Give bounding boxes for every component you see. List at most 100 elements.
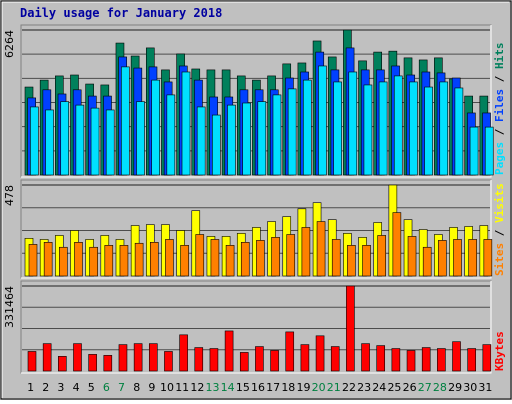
bar [361, 343, 370, 372]
bar [421, 347, 431, 372]
bar [301, 227, 311, 277]
bar [393, 75, 403, 176]
bar [181, 71, 191, 176]
bar [482, 344, 492, 372]
bar [376, 345, 386, 372]
legend-entry: Hits [493, 43, 506, 70]
bar [45, 109, 54, 176]
bar [75, 104, 85, 176]
bar [316, 221, 326, 277]
x-tick-label: 16 [251, 381, 265, 394]
bar [272, 94, 282, 176]
bar [346, 285, 355, 372]
bar [225, 245, 235, 277]
bar [377, 235, 387, 277]
x-tick-label: 26 [403, 381, 417, 394]
bar [28, 244, 38, 277]
bar [148, 343, 158, 372]
x-tick-label: 24 [372, 381, 386, 394]
bar [424, 86, 433, 176]
bar [422, 246, 432, 277]
bar [73, 343, 82, 372]
x-tick-label: 21 [327, 381, 341, 394]
bar [469, 126, 479, 176]
x-tick-label: 4 [73, 381, 80, 394]
x-tick-label: 8 [133, 381, 140, 394]
legend: Sites / Visits [493, 183, 506, 276]
bar [438, 240, 447, 277]
bar [318, 65, 327, 176]
x-tick-label: 5 [88, 381, 95, 394]
legend-entry: Sites [493, 243, 506, 276]
x-tick-label: 20 [312, 381, 326, 394]
bar [333, 81, 342, 176]
bar [179, 334, 188, 372]
bar [121, 66, 130, 176]
bar [468, 239, 477, 277]
x-tick-label: 27 [418, 381, 432, 394]
bar [239, 352, 249, 372]
bar [224, 330, 234, 372]
frame-light [1, 1, 509, 398]
bar [133, 343, 143, 372]
x-tick-label: 1 [27, 381, 34, 394]
x-tick-label: 6 [103, 381, 110, 394]
x-tick-label: 30 [463, 381, 477, 394]
x-tick-label: 14 [221, 381, 235, 394]
bar [437, 348, 446, 372]
x-tick-label: 3 [57, 381, 64, 394]
bar [362, 245, 371, 277]
bar [195, 234, 205, 277]
bar [42, 343, 52, 372]
bar [300, 344, 310, 372]
bar [454, 87, 464, 176]
x-tick-label: 28 [433, 381, 447, 394]
panel-edge [21, 25, 492, 178]
bar [103, 355, 113, 372]
bar [407, 236, 417, 277]
bar [90, 107, 100, 176]
bar [149, 242, 159, 277]
bar [196, 106, 206, 176]
bar [256, 240, 265, 277]
bar [406, 350, 416, 372]
bar [164, 351, 173, 372]
bar [240, 242, 250, 277]
bar [453, 239, 462, 277]
bar [166, 94, 176, 176]
bar [89, 246, 98, 277]
bar [392, 212, 402, 277]
bar [287, 88, 297, 176]
bar [242, 102, 251, 176]
bar [209, 348, 219, 372]
bar [27, 351, 37, 372]
bar [271, 237, 280, 277]
y-tick-label: 6264 [3, 30, 16, 58]
panel-edge [21, 281, 492, 374]
bar [467, 348, 476, 372]
x-tick-label: 11 [175, 381, 189, 394]
bar [136, 101, 145, 176]
bar [194, 347, 204, 372]
bar [257, 101, 267, 176]
y-tick-label: 331464 [3, 286, 16, 328]
bar [286, 234, 296, 277]
bar [285, 331, 295, 372]
bar [391, 348, 401, 372]
bar [409, 81, 418, 176]
legend-entry: KBytes [493, 331, 506, 371]
bar [452, 341, 461, 372]
bar [212, 114, 221, 176]
x-tick-label: 10 [160, 381, 174, 394]
x-tick-label: 18 [281, 381, 295, 394]
bar [331, 239, 341, 277]
x-tick-label: 13 [206, 381, 220, 394]
x-tick-label: 12 [190, 381, 204, 394]
chart-title: Daily usage for January 2018 [20, 6, 222, 20]
bar [270, 350, 279, 372]
bar [484, 126, 494, 176]
legend-entry: Pages [493, 142, 506, 175]
x-tick-label: 31 [478, 381, 492, 394]
